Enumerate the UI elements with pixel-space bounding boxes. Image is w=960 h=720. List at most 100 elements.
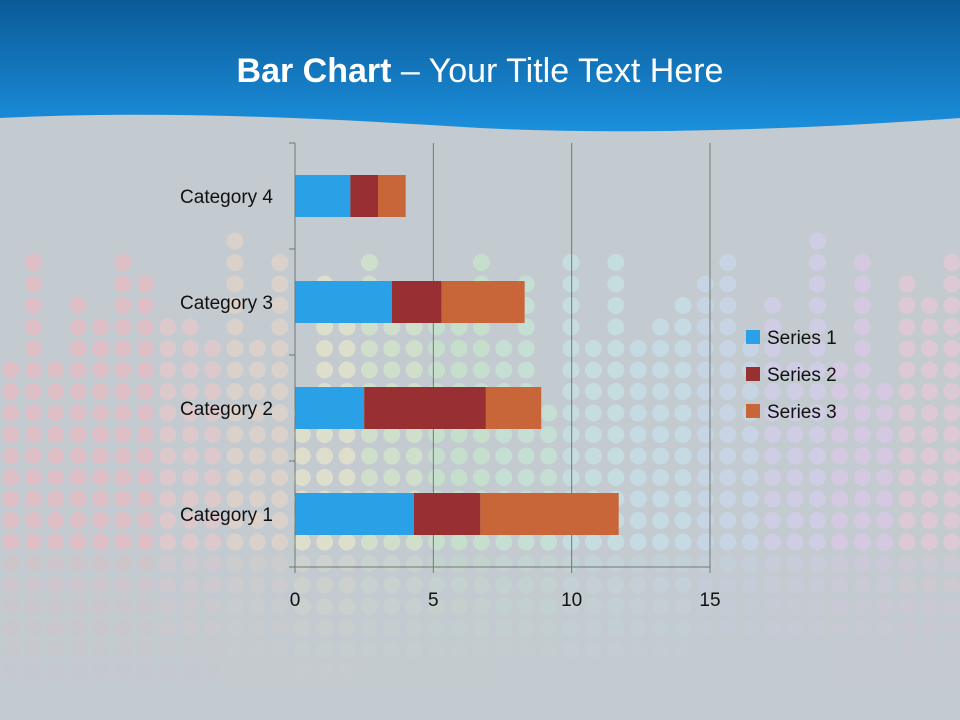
background-dot-reflection bbox=[943, 598, 960, 615]
background-dot bbox=[943, 512, 960, 529]
background-dot-reflection bbox=[360, 641, 378, 658]
background-dot bbox=[24, 383, 42, 400]
background-dot-reflection bbox=[2, 576, 20, 594]
background-dot bbox=[808, 340, 826, 357]
background-dot bbox=[764, 533, 782, 551]
background-dot bbox=[2, 533, 20, 551]
background-dot bbox=[405, 340, 423, 357]
background-dot-reflection bbox=[136, 555, 154, 572]
background-dot-reflection bbox=[540, 619, 558, 637]
background-dot-pattern bbox=[2, 232, 960, 680]
background-dot bbox=[764, 318, 782, 336]
background-dot-reflection bbox=[472, 641, 490, 658]
background-dot bbox=[271, 383, 289, 400]
background-dot bbox=[136, 340, 154, 357]
background-dot bbox=[562, 254, 580, 271]
background-dot-reflection bbox=[853, 555, 871, 572]
background-dot-reflection bbox=[764, 598, 782, 615]
background-dot bbox=[696, 512, 714, 529]
background-dot-reflection bbox=[24, 576, 42, 594]
background-dot bbox=[831, 426, 849, 443]
background-dot bbox=[607, 404, 625, 422]
background-dot-reflection bbox=[741, 662, 759, 680]
background-dot bbox=[248, 404, 266, 422]
background-dot bbox=[920, 340, 938, 357]
background-dot bbox=[248, 383, 266, 400]
background-dot bbox=[271, 275, 289, 293]
background-dot bbox=[316, 340, 334, 357]
background-dot-reflection bbox=[338, 641, 356, 658]
background-dot bbox=[69, 318, 87, 336]
background-dot bbox=[248, 426, 266, 443]
background-dot bbox=[719, 533, 737, 551]
background-dot bbox=[808, 232, 826, 250]
background-dot bbox=[226, 447, 244, 465]
background-dot-reflection bbox=[360, 662, 378, 680]
background-dot-reflection bbox=[383, 662, 401, 680]
background-dot bbox=[47, 533, 65, 551]
background-dot-reflection bbox=[293, 662, 311, 680]
background-dot bbox=[741, 340, 759, 357]
background-dot bbox=[271, 404, 289, 422]
background-dot bbox=[338, 533, 356, 551]
background-dot bbox=[316, 533, 334, 551]
background-dot bbox=[719, 383, 737, 400]
background-dot bbox=[696, 447, 714, 465]
background-dot bbox=[741, 512, 759, 529]
background-dot-reflection bbox=[472, 555, 490, 572]
background-dot bbox=[2, 469, 20, 486]
background-dot-reflection bbox=[674, 576, 692, 594]
background-dot-reflection bbox=[472, 576, 490, 594]
background-dot-reflection bbox=[204, 598, 222, 615]
background-dot bbox=[181, 318, 199, 336]
background-dot bbox=[114, 297, 132, 314]
background-dot-reflection bbox=[920, 576, 938, 594]
background-dot-reflection bbox=[338, 619, 356, 637]
background-dot bbox=[47, 469, 65, 486]
background-dot bbox=[898, 469, 916, 486]
background-dot-reflection bbox=[472, 619, 490, 637]
background-dot-reflection bbox=[920, 598, 938, 615]
background-dot-reflection bbox=[428, 619, 446, 637]
background-dot bbox=[876, 383, 894, 400]
background-dot bbox=[652, 404, 670, 422]
background-dot bbox=[876, 404, 894, 422]
background-dot-reflection bbox=[338, 576, 356, 594]
background-dot-reflection bbox=[943, 555, 960, 572]
background-dot-reflection bbox=[876, 641, 894, 658]
background-dot-reflection bbox=[159, 619, 177, 637]
background-dot-reflection bbox=[204, 641, 222, 658]
bar-category-1-series-2 bbox=[413, 493, 481, 535]
background-dot bbox=[898, 275, 916, 293]
background-dot-reflection bbox=[741, 641, 759, 658]
background-dot-reflection bbox=[876, 598, 894, 615]
background-dot bbox=[495, 340, 513, 357]
background-dot bbox=[540, 469, 558, 486]
background-dot bbox=[92, 340, 110, 357]
background-dot bbox=[898, 318, 916, 336]
background-dot bbox=[629, 512, 647, 529]
background-dot bbox=[248, 512, 266, 529]
background-dot bbox=[808, 254, 826, 271]
background-dot bbox=[248, 340, 266, 357]
background-dot bbox=[943, 447, 960, 465]
background-dot-reflection bbox=[786, 576, 804, 594]
background-dot-reflection bbox=[831, 662, 849, 680]
background-dot bbox=[92, 447, 110, 465]
background-dot-reflection bbox=[876, 619, 894, 637]
background-dot-reflection bbox=[293, 576, 311, 594]
background-dot bbox=[2, 404, 20, 422]
background-dot bbox=[607, 533, 625, 551]
background-dot bbox=[674, 533, 692, 551]
background-dot bbox=[136, 361, 154, 379]
background-dot-reflection bbox=[316, 641, 334, 658]
background-dot bbox=[159, 361, 177, 379]
background-dot-reflection bbox=[898, 662, 916, 680]
background-dot bbox=[248, 490, 266, 508]
background-dot-reflection bbox=[831, 641, 849, 658]
background-dot bbox=[204, 512, 222, 529]
x-tick-label: 0 bbox=[290, 590, 301, 611]
background-dot bbox=[584, 426, 602, 443]
background-dot bbox=[629, 469, 647, 486]
